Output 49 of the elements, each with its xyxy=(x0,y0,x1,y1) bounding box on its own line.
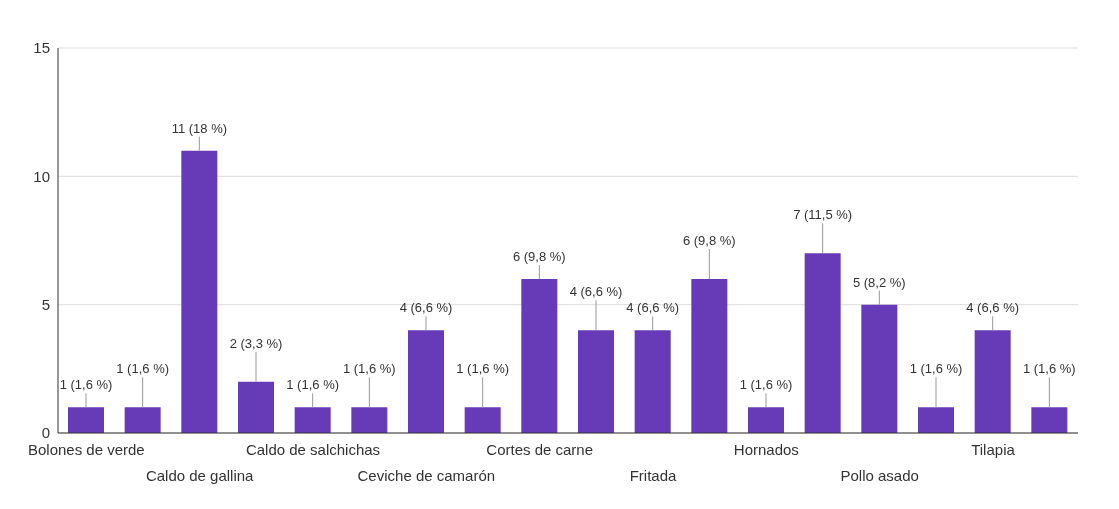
data-label: 6 (9,8 %) xyxy=(682,233,736,248)
data-label: 7 (11,5 %) xyxy=(793,207,853,223)
data-label: 4 (6,6 %) xyxy=(626,300,680,316)
bar xyxy=(974,330,1011,433)
bar xyxy=(804,253,841,433)
x-tick-label: Pollo asado xyxy=(840,467,919,484)
data-label: 1 (1,6 %) xyxy=(286,377,340,393)
bar xyxy=(124,407,161,433)
data-label: 1 (1,6 %) xyxy=(342,361,396,377)
x-tick-label: Fritada xyxy=(629,467,677,484)
data-label: 6 (9,8 %) xyxy=(512,249,566,264)
bar xyxy=(691,279,728,433)
y-tick-label: 10 xyxy=(33,167,50,185)
y-tick-label: 15 xyxy=(33,39,50,57)
x-tick-label: Caldo de salchichas xyxy=(245,441,381,458)
x-tick-label: Hornados xyxy=(733,441,799,458)
data-label: 5 (8,2 %) xyxy=(852,274,906,290)
bar xyxy=(634,330,671,433)
bar xyxy=(294,407,331,433)
data-label: 1 (1,6 %) xyxy=(739,377,793,393)
data-label: 1 (1,6 %) xyxy=(1022,361,1076,377)
bar xyxy=(1031,407,1068,433)
bar xyxy=(351,407,388,433)
bar xyxy=(181,150,218,433)
data-label: 1 (1,6 %) xyxy=(909,361,963,377)
bar xyxy=(521,279,558,433)
bar xyxy=(464,407,501,433)
x-tick-label: Bolones de verde xyxy=(27,441,145,458)
data-label: 4 (6,6 %) xyxy=(569,284,623,300)
x-tick-label: Tilapia xyxy=(971,441,1016,458)
data-label: 1 (1,6 %) xyxy=(456,361,510,377)
bar xyxy=(748,407,784,433)
data-label: 1 (1,6 %) xyxy=(116,361,170,377)
y-tick-label: 0 xyxy=(41,424,50,442)
bar xyxy=(578,330,614,433)
data-label: 4 (6,6 %) xyxy=(966,300,1020,316)
bar xyxy=(408,330,444,433)
data-label: 2 (3,3 %) xyxy=(229,335,283,351)
data-label: 1 (1,6 %) xyxy=(59,377,113,393)
bar xyxy=(918,407,954,433)
x-tick-label: Ceviche de camarón xyxy=(357,467,496,484)
y-tick-label: 5 xyxy=(41,295,50,313)
data-label: 11 (18 %) xyxy=(171,120,228,136)
data-label: 4 (6,6 %) xyxy=(399,300,453,316)
bar xyxy=(238,381,274,433)
x-tick-label: Cortes de carne xyxy=(486,441,594,458)
x-tick-label: Caldo de gallina xyxy=(145,467,255,484)
bar xyxy=(68,407,104,433)
bar xyxy=(861,304,898,433)
